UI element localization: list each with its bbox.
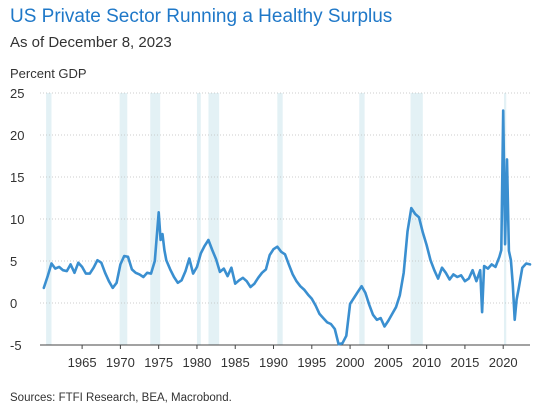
y-tick-label: 10 [10, 212, 24, 227]
y-tick-label: 15 [10, 170, 24, 185]
recession-band-7 [410, 93, 423, 345]
x-tick-label: 1985 [221, 355, 250, 370]
recession-band-3 [196, 93, 201, 345]
x-tick-label: 2015 [450, 355, 479, 370]
x-tick-label: 2000 [336, 355, 365, 370]
x-tick-label: 1980 [182, 355, 211, 370]
x-tick-label: 1975 [144, 355, 173, 370]
y-tick-label: -5 [10, 338, 22, 353]
x-tick-label: 1995 [297, 355, 326, 370]
x-tick-label: 2020 [489, 355, 518, 370]
chart-title: US Private Sector Running a Healthy Surp… [10, 6, 393, 27]
recession-band-1 [119, 93, 128, 345]
y-tick-label: 0 [10, 296, 17, 311]
source-note: Sources: FTFI Research, BEA, Macrobond. [10, 392, 232, 404]
x-tick-label: 2010 [412, 355, 441, 370]
x-tick-label: 1965 [68, 355, 97, 370]
y-tick-label: 25 [10, 86, 24, 101]
x-tick-label: 1990 [259, 355, 288, 370]
recession-band-0 [46, 93, 52, 345]
y-tick-label: 20 [10, 128, 24, 143]
x-tick-label: 1970 [106, 355, 135, 370]
x-tick-label: 2005 [374, 355, 403, 370]
chart-subtitle: As of December 8, 2023 [10, 34, 172, 51]
y-axis-label: Percent GDP [10, 66, 87, 81]
recession-band-2 [150, 93, 161, 345]
y-tick-label: 5 [10, 254, 17, 269]
series-line-private-sector-balance [42, 109, 532, 346]
recession-band-4 [208, 93, 220, 345]
